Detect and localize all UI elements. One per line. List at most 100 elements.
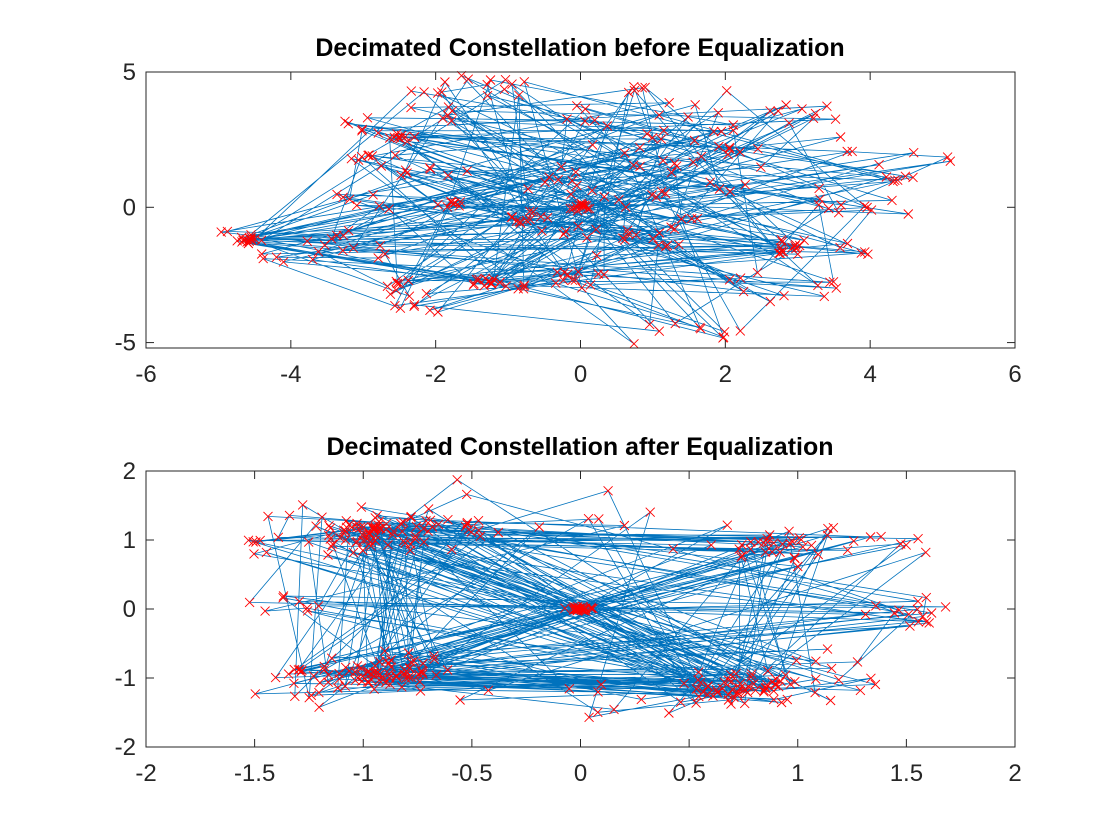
- bottom-data-point: [870, 679, 881, 690]
- top-data-point: [664, 97, 675, 108]
- top-data-point: [724, 274, 735, 285]
- bottom-data-point: [750, 685, 761, 696]
- top-data-point: [560, 226, 571, 237]
- bottom-data-point: [731, 668, 741, 679]
- top-data-point: [495, 277, 505, 288]
- top-data-point: [501, 281, 511, 292]
- bottom-data-point: [302, 603, 312, 613]
- bottom-data-point: [289, 691, 300, 702]
- bottom-data-point: [811, 656, 821, 667]
- bottom-x-tick-label: -0.5: [451, 760, 492, 787]
- top-data-point: [752, 267, 763, 278]
- bottom-data-point: [308, 671, 319, 681]
- bottom-data-point: [260, 606, 270, 616]
- top-data-point: [587, 140, 598, 150]
- top-x-tick-label: -6: [135, 361, 156, 388]
- top-data-point: [689, 135, 700, 146]
- bottom-data-point: [723, 695, 734, 705]
- bottom-data-point: [319, 664, 330, 675]
- top-data-point: [486, 279, 497, 289]
- bottom-data-point: [244, 597, 255, 608]
- bottom-data-point: [722, 520, 733, 531]
- bottom-data-point: [588, 603, 598, 614]
- top-y-tick-label: -5: [115, 330, 136, 357]
- top-data-point: [580, 104, 591, 114]
- bottom-data-point: [415, 686, 426, 696]
- bottom-data-point: [406, 672, 417, 683]
- bottom-data-point: [746, 672, 756, 682]
- bottom-data-point: [278, 592, 288, 603]
- top-data-point: [256, 249, 267, 259]
- top-data-point: [390, 300, 400, 311]
- bottom-x-tick-label: 0: [574, 760, 587, 787]
- top-data-point: [573, 266, 584, 277]
- bottom-data-point: [263, 511, 273, 522]
- bottom-data-point: [712, 687, 723, 698]
- bottom-data-point: [289, 678, 299, 689]
- top-data-point: [584, 203, 595, 214]
- bottom-data-point: [903, 609, 914, 620]
- bottom-data-point: [446, 544, 457, 555]
- bottom-data-point: [314, 687, 324, 698]
- bottom-data-point: [746, 669, 757, 679]
- bottom-data-point: [369, 684, 379, 695]
- top-data-point: [500, 74, 511, 85]
- top-data-point: [714, 184, 725, 194]
- top-data-point: [784, 118, 794, 128]
- top-data-point: [499, 84, 510, 95]
- bottom-data-point: [691, 698, 701, 708]
- top-data-point: [565, 203, 576, 214]
- bottom-data-point: [789, 552, 800, 563]
- top-data-point: [421, 288, 432, 299]
- bottom-data-point: [304, 692, 315, 703]
- bottom-x-tick-label: 1: [791, 760, 804, 787]
- bottom-y-tick-label: 1: [123, 527, 136, 554]
- bottom-data-point: [759, 687, 769, 697]
- top-data-point: [705, 177, 716, 188]
- top-data-point: [635, 142, 645, 153]
- top-data-point: [692, 213, 703, 224]
- bottom-data-point: [375, 523, 386, 534]
- top-data-point: [660, 188, 671, 199]
- bottom-data-point: [593, 514, 604, 524]
- top-data-point: [542, 212, 553, 223]
- bottom-data-point: [319, 661, 330, 672]
- top-data-point: [250, 234, 260, 244]
- bottom-data-point: [748, 678, 759, 689]
- bottom-data-point: [302, 606, 313, 616]
- bottom-data-point: [397, 526, 408, 537]
- top-data-point: [469, 278, 479, 289]
- top-data-point: [558, 229, 569, 240]
- top-data-point: [419, 87, 429, 97]
- bottom-data-point: [368, 667, 379, 678]
- bottom-data-point: [334, 674, 345, 684]
- bottom-y-tick-label: 0: [123, 596, 136, 623]
- bottom-data-point: [786, 535, 797, 546]
- top-data-point: [391, 285, 402, 295]
- bottom-data-point: [417, 669, 428, 679]
- bottom-data-point: [770, 674, 781, 684]
- top-data-point: [585, 280, 596, 290]
- bottom-data-point: [921, 592, 932, 603]
- top-data-point: [455, 197, 466, 207]
- bottom-data-point: [452, 474, 463, 485]
- bottom-data-point: [362, 677, 373, 687]
- top-data-point: [753, 143, 763, 154]
- bottom-data-point: [913, 533, 923, 544]
- top-data-point: [900, 171, 911, 182]
- bottom-data-point: [284, 510, 295, 521]
- bottom-data-point: [780, 670, 791, 681]
- top-data-point: [332, 189, 342, 200]
- bottom-data-point: [732, 690, 743, 701]
- top-data-point: [307, 254, 318, 265]
- top-data-point: [409, 301, 419, 312]
- top-data-point: [765, 106, 775, 116]
- bottom-data-point: [753, 537, 764, 547]
- top-data-point: [395, 303, 406, 314]
- bottom-data-point: [889, 608, 900, 618]
- bottom-data-point: [377, 671, 388, 682]
- top-data-point: [718, 332, 729, 343]
- top-data-point: [889, 175, 900, 186]
- bottom-data-point: [668, 544, 679, 554]
